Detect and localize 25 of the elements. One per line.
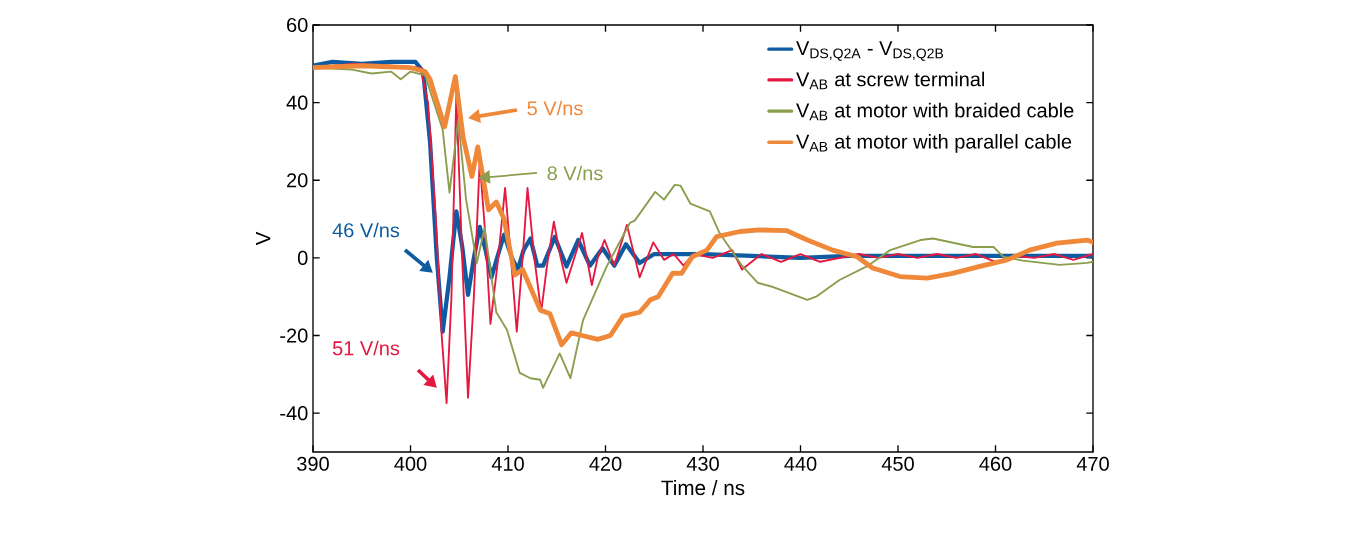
y-tick-label: 40 — [286, 95, 308, 110]
x-tick-label: 440 — [784, 456, 817, 471]
x-tick-label: 400 — [394, 456, 427, 471]
y-tick-label: 0 — [297, 250, 308, 265]
x-tick-label: 430 — [686, 456, 719, 471]
annotation: 46 V/ns — [332, 222, 400, 238]
y-tick-label: -20 — [280, 328, 308, 343]
legend-label: V$_{AB}$ at motor with parallel cable — [796, 134, 1072, 153]
annotation: 8 V/ns — [547, 165, 603, 181]
y-tick-label: 20 — [287, 173, 308, 188]
legend-label: V$_{DS,Q2A}$ - V$_{DS,Q2B}$ — [796, 41, 944, 61]
x-tick-label: 460 — [979, 456, 1012, 471]
y-tick-label: 60 — [287, 17, 308, 33]
x-tick-label: 390 — [297, 456, 329, 471]
annotation: 51 V/ns — [332, 340, 400, 356]
x-tick-label: 470 — [1076, 456, 1109, 471]
x-tick-label: 450 — [881, 456, 914, 471]
x-axis-title: Time / ns — [661, 480, 745, 496]
annotation: 5 V/ns — [527, 100, 583, 116]
legend-label: V$_{AB}$ at screw terminal — [796, 71, 985, 90]
y-axis-title: V — [256, 231, 271, 246]
y-tick-label: -40 — [280, 406, 308, 421]
x-tick-label: 420 — [589, 456, 622, 471]
legend-label: V$_{AB}$ at motor with braided cable — [796, 102, 1074, 121]
x-tick-label: 410 — [491, 456, 524, 471]
